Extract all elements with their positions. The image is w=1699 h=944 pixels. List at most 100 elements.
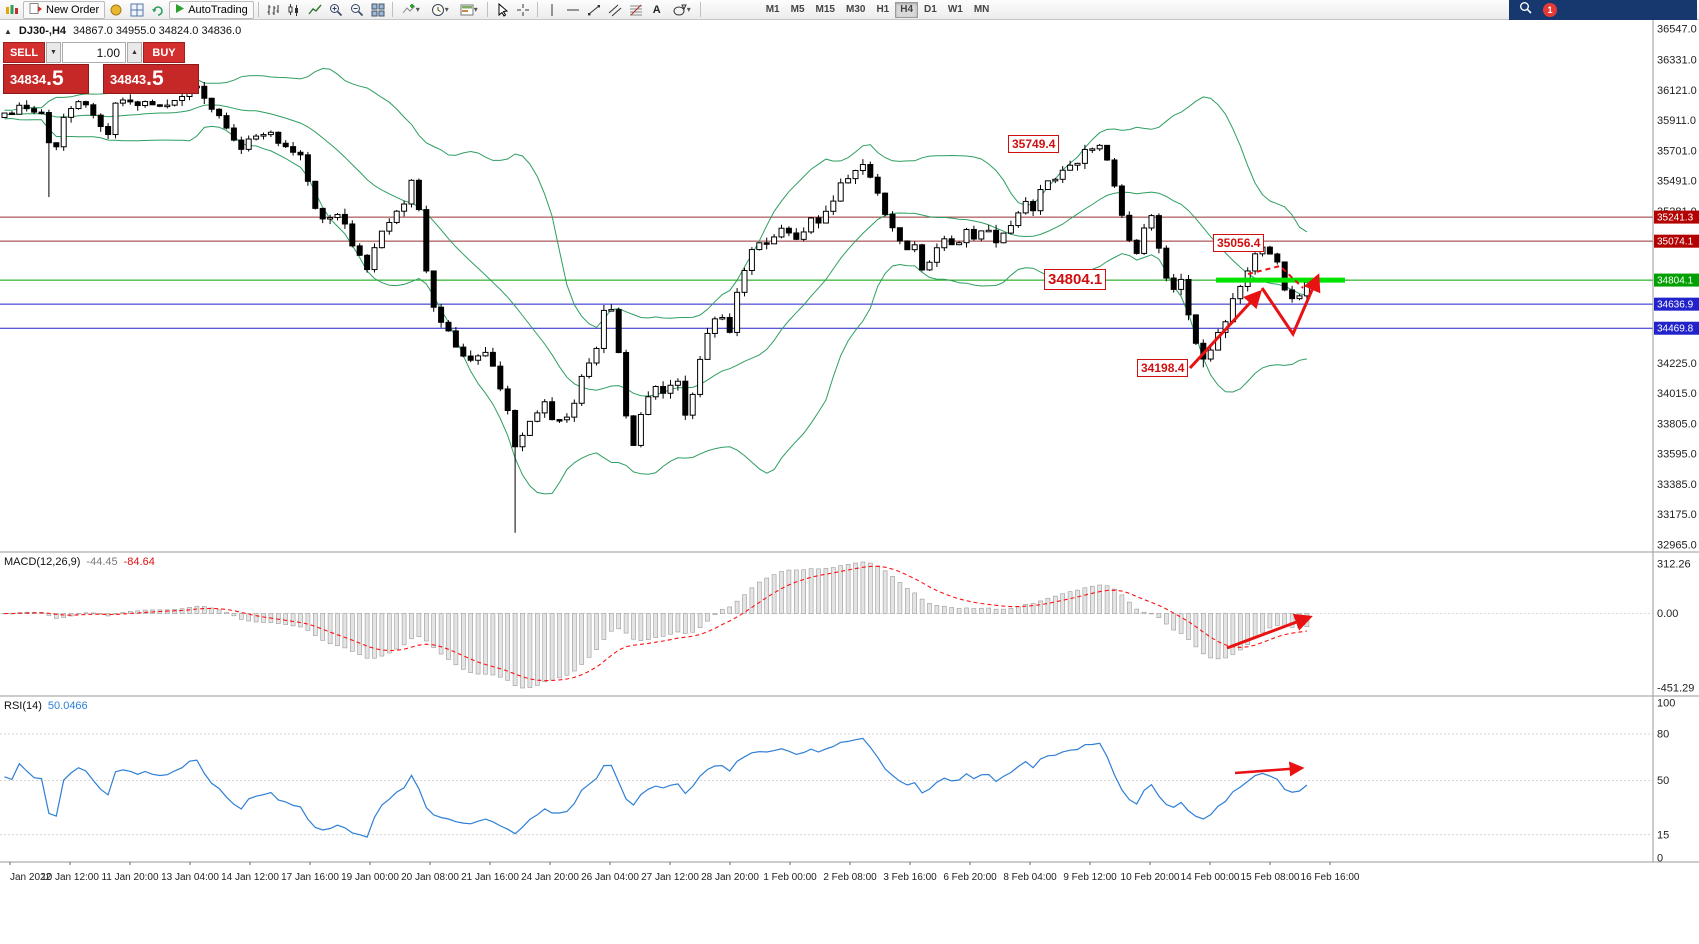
svg-text:13 Jan 04:00: 13 Jan 04:00 [161, 872, 219, 883]
svg-text:50: 50 [1657, 775, 1669, 787]
buy-price-display[interactable]: 34843 .5 [103, 64, 199, 94]
svg-text:8 Feb 04:00: 8 Feb 04:00 [1003, 872, 1057, 883]
notification-badge[interactable]: 1 [1543, 2, 1557, 17]
zoom-in-icon[interactable] [326, 1, 346, 19]
sell-price-main: 34834 [10, 72, 47, 87]
main-toolbar: New Order AutoTrading [0, 0, 1699, 20]
timeframe-m30[interactable]: M30 [841, 2, 870, 18]
buy-price-main: 34843 [110, 72, 147, 87]
sell-price-display[interactable]: 34834 .5 [3, 64, 89, 94]
timeframe-group: M1 M5 M15 M30 H1 H4 D1 W1 MN [761, 1, 995, 18]
zoom-out-icon[interactable] [347, 1, 367, 19]
svg-text:35491.0: 35491.0 [1657, 176, 1697, 188]
svg-text:21 Jan 16:00: 21 Jan 16:00 [461, 872, 519, 883]
svg-text:33385.0: 33385.0 [1657, 479, 1697, 491]
svg-text:10 Feb 20:00: 10 Feb 20:00 [1121, 872, 1180, 883]
horizontal-line-tool-icon[interactable] [563, 1, 583, 19]
indicators-menu[interactable]: ▾ [397, 1, 425, 19]
refresh-icon[interactable] [148, 1, 168, 19]
templates-menu[interactable]: ▾ [455, 1, 483, 19]
timeframe-h4[interactable]: H4 [895, 1, 919, 18]
text-tool-label: A [652, 3, 661, 16]
crosshair-icon[interactable] [513, 1, 533, 19]
text-tool-icon[interactable]: A [647, 1, 667, 19]
vertical-line-tool-icon[interactable] [542, 1, 562, 19]
periods-menu[interactable]: ▾ [426, 1, 454, 19]
svg-text:34469.8: 34469.8 [1657, 324, 1694, 335]
svg-text:35701.0: 35701.0 [1657, 145, 1697, 157]
svg-text:24 Jan 20:00: 24 Jan 20:00 [521, 872, 579, 883]
ohlc-values: 34867.0 34955.0 34824.0 34836.0 [73, 25, 242, 37]
timeframe-mn[interactable]: MN [969, 2, 995, 18]
trendline-tool-icon[interactable] [584, 1, 604, 19]
one-click-trading-widget: SELL ▼ 1.00 ▲ BUY 34834 .5 34843 .5 [3, 42, 203, 94]
chart-canvas[interactable]: 36547.0 36331.0 36121.0 35911.0 35701.0 35491… [0, 20, 1699, 944]
tile-windows-icon[interactable] [368, 1, 388, 19]
svg-text:34636.9: 34636.9 [1657, 300, 1694, 311]
svg-text:33805.0: 33805.0 [1657, 418, 1697, 430]
timeframe-h1[interactable]: H1 [871, 2, 894, 18]
charts-grid-icon[interactable] [127, 1, 147, 19]
buy-button[interactable]: BUY [143, 42, 185, 63]
svg-text:35074.1: 35074.1 [1657, 237, 1694, 248]
macd-arrow [1226, 613, 1313, 650]
trend-up-arrow [1188, 289, 1263, 370]
volume-decrease-button[interactable]: ▼ [46, 42, 61, 63]
price-annotation[interactable]: 34198.4 [1137, 359, 1189, 377]
cursor-icon[interactable] [492, 1, 512, 19]
rsi-value: 50.0466 [47, 700, 88, 712]
svg-text:36331.0: 36331.0 [1657, 55, 1697, 67]
timeframe-m15[interactable]: M15 [811, 2, 840, 18]
svg-text:312.26: 312.26 [1657, 559, 1691, 571]
candlestick-type-icon[interactable] [284, 1, 304, 19]
symbol-period: DJ30-,H4 [18, 25, 66, 37]
app-icon [2, 1, 22, 19]
volume-input[interactable]: 1.00 [62, 42, 126, 63]
svg-text:11 Jan 20:00: 11 Jan 20:00 [101, 872, 159, 883]
svg-text:80: 80 [1657, 729, 1669, 741]
svg-text:33595.0: 33595.0 [1657, 449, 1697, 461]
channel-tool-icon[interactable] [605, 1, 625, 19]
timeframe-d1[interactable]: D1 [919, 2, 942, 18]
svg-text:1 Feb 00:00: 1 Feb 00:00 [763, 872, 817, 883]
price-annotation[interactable]: 34804.1 [1044, 269, 1107, 290]
toolbar-separator [486, 2, 488, 17]
macd-signal-value: -84.64 [123, 556, 155, 568]
price-annotation[interactable]: 35056.4 [1213, 234, 1265, 252]
new-order-icon [29, 2, 43, 18]
svg-text:19 Jan 00:00: 19 Jan 00:00 [341, 872, 399, 883]
buy-price-pip: .5 [146, 67, 164, 90]
dashed-retrace-line [1247, 264, 1304, 289]
autotrading-button[interactable]: AutoTrading [169, 0, 254, 19]
bar-chart-type-icon[interactable] [263, 1, 283, 19]
svg-text:36121.0: 36121.0 [1657, 85, 1697, 97]
toolbar-separator [257, 2, 259, 17]
market-watch-icon[interactable] [106, 1, 126, 19]
svg-text:14 Jan 12:00: 14 Jan 12:00 [221, 872, 279, 883]
timeframe-w1[interactable]: W1 [943, 2, 968, 18]
svg-text:34015.0: 34015.0 [1657, 388, 1697, 400]
svg-text:17 Jan 16:00: 17 Jan 16:00 [281, 872, 339, 883]
svg-text:35241.3: 35241.3 [1657, 213, 1694, 224]
shapes-menu[interactable]: ▾ [668, 1, 696, 19]
price-annotation[interactable]: 35749.4 [1008, 135, 1060, 153]
svg-text:6 Feb 20:00: 6 Feb 20:00 [943, 872, 997, 883]
search-icon[interactable] [1519, 1, 1533, 18]
svg-text:15 Feb 08:00: 15 Feb 08:00 [1241, 872, 1300, 883]
svg-text:27 Jan 12:00: 27 Jan 12:00 [641, 872, 699, 883]
title-bar-corner: 1 [1509, 0, 1697, 20]
timeframe-m5[interactable]: M5 [786, 2, 810, 18]
timeframe-m1[interactable]: M1 [761, 2, 785, 18]
line-chart-type-icon[interactable] [305, 1, 325, 19]
svg-text:-451.29: -451.29 [1657, 683, 1694, 695]
autotrading-label: AutoTrading [188, 3, 248, 16]
svg-text:28 Jan 20:00: 28 Jan 20:00 [701, 872, 759, 883]
volume-increase-button[interactable]: ▲ [127, 42, 142, 63]
svg-text:36547.0: 36547.0 [1657, 24, 1697, 36]
sell-button[interactable]: SELL [3, 42, 45, 63]
fibonacci-tool-icon[interactable] [626, 1, 646, 19]
rsi-arrow [1234, 761, 1305, 777]
chart-window: 36547.0 36331.0 36121.0 35911.0 35701.0 35491… [0, 20, 1699, 944]
new-order-button[interactable]: New Order [23, 0, 106, 19]
